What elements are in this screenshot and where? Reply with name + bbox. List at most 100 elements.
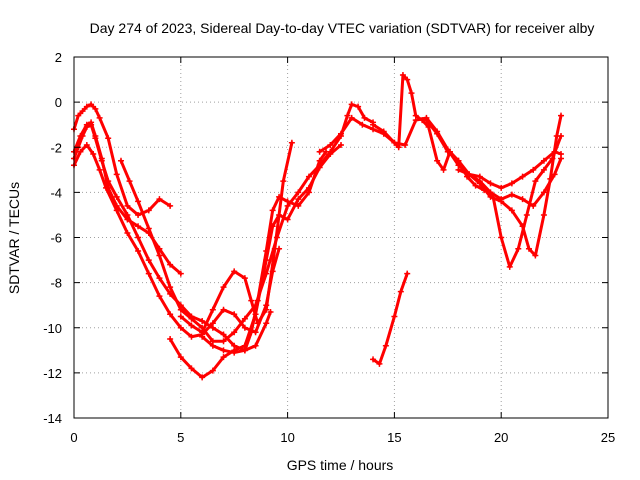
data-point <box>188 322 195 329</box>
y-tick-label: 2 <box>55 50 62 65</box>
data-point <box>466 171 473 178</box>
data-point <box>145 257 152 264</box>
data-point <box>370 121 377 128</box>
data-point <box>532 178 539 185</box>
data-point <box>231 311 238 318</box>
series-line <box>318 116 563 190</box>
data-point <box>359 121 366 128</box>
data-point <box>284 198 291 205</box>
trace-4 <box>71 141 283 340</box>
data-point <box>323 148 330 155</box>
data-point <box>263 320 270 327</box>
data-point <box>523 211 530 218</box>
trace-1 <box>71 101 174 218</box>
data-point <box>382 342 389 349</box>
data-point <box>540 211 547 218</box>
data-point <box>434 130 441 137</box>
data-point <box>177 313 184 320</box>
data-point <box>440 166 447 173</box>
y-tick-label: -10 <box>43 321 62 336</box>
x-axis-label: GPS time / hours <box>287 457 394 473</box>
data-point <box>156 252 163 259</box>
data-point <box>344 112 351 119</box>
data-point <box>558 112 565 119</box>
data-point <box>241 275 248 282</box>
data-point <box>515 245 522 252</box>
data-point <box>113 171 120 178</box>
data-point <box>558 155 565 162</box>
trace-2 <box>71 119 184 277</box>
data-point <box>79 132 86 139</box>
trace-8 <box>199 148 330 356</box>
x-tick-label: 15 <box>387 430 401 445</box>
data-point <box>248 297 255 304</box>
data-point <box>519 223 526 230</box>
data-point <box>98 157 105 164</box>
data-point <box>90 151 97 158</box>
data-point <box>487 180 494 187</box>
data-point <box>348 114 355 121</box>
data-point <box>530 166 537 173</box>
data-point <box>508 180 515 187</box>
data-point <box>177 324 184 331</box>
data-point <box>519 196 526 203</box>
data-point <box>167 261 174 268</box>
data-point <box>167 311 174 318</box>
data-point <box>506 263 513 270</box>
x-tick-label: 25 <box>601 430 615 445</box>
data-point <box>231 349 238 356</box>
data-point <box>220 284 227 291</box>
data-point <box>96 114 103 121</box>
data-point <box>241 347 248 354</box>
data-point <box>220 338 227 345</box>
data-point <box>540 157 547 164</box>
data-point <box>498 184 505 191</box>
trace-9 <box>316 114 565 191</box>
data-point <box>88 121 95 128</box>
data-point <box>540 189 547 196</box>
data-point <box>96 166 103 173</box>
data-point <box>167 202 174 209</box>
trace-3 <box>71 121 274 354</box>
data-point <box>295 189 302 196</box>
data-point <box>126 178 133 185</box>
data-point <box>269 207 276 214</box>
data-point <box>532 252 539 259</box>
data-point <box>472 182 479 189</box>
data-point <box>254 297 261 304</box>
y-tick-label: 0 <box>55 95 62 110</box>
data-point <box>145 225 152 232</box>
data-point <box>476 178 483 185</box>
data-point <box>370 356 377 363</box>
data-point <box>530 202 537 209</box>
series-line <box>72 120 183 276</box>
data-point <box>327 141 334 148</box>
data-point <box>135 223 142 230</box>
data-point <box>402 141 409 148</box>
data-point <box>252 342 259 349</box>
data-point <box>395 144 402 151</box>
x-tick-label: 20 <box>494 430 508 445</box>
data-point <box>540 166 547 173</box>
data-point <box>156 196 163 203</box>
x-tick-label: 5 <box>177 430 184 445</box>
y-axis-label: SDTVAR / TECUs <box>6 182 22 294</box>
data-point <box>487 189 494 196</box>
data-point <box>199 333 206 340</box>
data-point <box>397 288 404 295</box>
y-tick-label: -14 <box>43 411 62 426</box>
trace-13 <box>370 270 411 367</box>
data-point <box>498 234 505 241</box>
data-point <box>209 367 216 374</box>
data-point <box>434 157 441 164</box>
data-point <box>135 198 142 205</box>
data-point <box>271 245 278 252</box>
data-point <box>295 202 302 209</box>
y-tick-label: -2 <box>50 140 62 155</box>
trace-7 <box>177 139 295 336</box>
data-point <box>241 324 248 331</box>
data-point <box>167 284 174 291</box>
data-point <box>209 306 216 313</box>
data-point <box>188 365 195 372</box>
data-point <box>167 336 174 343</box>
